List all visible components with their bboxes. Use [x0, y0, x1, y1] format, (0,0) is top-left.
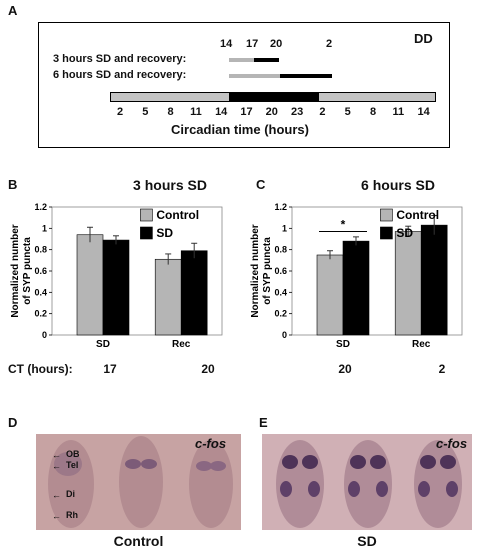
- ob-arrow-icon: ←: [52, 450, 61, 460]
- legend-swatch-control: [140, 208, 153, 222]
- ct-c-rec: 2: [438, 362, 446, 376]
- legend-swatch-sd: [140, 226, 153, 240]
- y-tick-label: 0.6: [34, 266, 47, 276]
- y-tick-label: 0.2: [34, 309, 47, 319]
- row-3h-label: 3 hours SD and recovery:: [53, 53, 187, 65]
- legend-label-sd: SD: [156, 226, 173, 240]
- panel-a-letter: A: [8, 3, 18, 18]
- legend-swatch-control: [380, 208, 393, 222]
- dark-phase-bar: [229, 93, 319, 101]
- bar-sd-rec: [180, 250, 208, 336]
- y-tick-label: 1: [42, 223, 47, 233]
- legend-label-control: Control: [396, 208, 439, 222]
- ct-label: CT (hours):: [8, 362, 73, 376]
- panel-a-box: [38, 22, 450, 148]
- row-6h-label: 6 hours SD and recovery:: [53, 69, 187, 81]
- dd-label: DD: [414, 31, 433, 46]
- panel-e-stain-label: c-fos: [436, 436, 468, 451]
- y-tick-label: 0: [282, 330, 287, 340]
- y-tick-label: 1.2: [274, 202, 287, 212]
- timeline-tick-label: 11: [392, 106, 405, 118]
- panel-b-letter: B: [8, 177, 18, 192]
- rh-arrow-icon: ←: [52, 511, 61, 521]
- panel-c-title: 6 hours SD: [361, 177, 435, 193]
- ct-b-rec: 20: [201, 362, 215, 376]
- panel-e-caption: SD: [357, 533, 377, 549]
- timeline-tick-label: 2: [319, 106, 326, 118]
- bar-control-rec: [154, 258, 182, 336]
- timeline-tick-label: 20: [265, 106, 278, 118]
- significance-marker: *: [341, 218, 346, 232]
- chart-b: 0 0.2 0.4 0.6 0.8 1 1.2 Normalized numberof SYP…: [10, 202, 223, 350]
- annotation-tel: Tel: [66, 460, 79, 470]
- marker-tick-2: 2: [326, 38, 333, 50]
- timeline-xlabel: Circadian time (hours): [171, 122, 309, 137]
- row-3h-sd-bar: [229, 58, 254, 62]
- category-label: SD: [336, 339, 350, 350]
- timeline-tick-label: 8: [369, 106, 377, 118]
- panel-c-letter: C: [256, 177, 266, 192]
- panel-d-letter: D: [8, 415, 18, 430]
- bar-control-sd: [316, 254, 344, 336]
- y-tick-label: 0.4: [34, 287, 47, 297]
- timeline-tick-label: 14: [215, 106, 228, 118]
- annotation-ob: OB: [66, 449, 80, 459]
- sd-brain-image: [262, 434, 472, 530]
- legend-label-control: Control: [156, 208, 199, 222]
- timeline-tick-label: 5: [344, 106, 351, 118]
- circadian-timeline: [110, 92, 436, 102]
- panel-b-title: 3 hours SD: [133, 177, 207, 193]
- row-6h-sd-bar: [229, 74, 280, 78]
- bar-sd-sd: [102, 239, 130, 336]
- category-label: SD: [96, 339, 110, 350]
- category-label: Rec: [172, 339, 191, 350]
- y-tick-label: 0.2: [274, 309, 287, 319]
- legend-swatch-sd: [380, 226, 393, 240]
- y-tick-label: 1.2: [34, 202, 47, 212]
- ct-c-sd: 20: [338, 362, 352, 376]
- timeline-tick-label: 17: [240, 106, 253, 118]
- category-label: Rec: [412, 339, 431, 350]
- ct-b-sd: 17: [103, 362, 117, 376]
- y-axis-label: Normalized numberof SYP puncta: [250, 224, 273, 317]
- marker-tick-17: 17: [246, 38, 259, 50]
- y-tick-label: 0.8: [274, 245, 287, 255]
- bar-sd-sd: [342, 240, 370, 336]
- bar-control-rec: [394, 231, 422, 336]
- timeline-tick-label: 5: [142, 106, 149, 118]
- sd-brain-illustration: [276, 440, 462, 528]
- y-axis-label: Normalized numberof SYP puncta: [10, 224, 33, 317]
- timeline-tick-label: 14: [417, 106, 430, 118]
- timeline-tick-label: 2: [116, 106, 124, 118]
- y-tick-label: 1: [282, 223, 287, 233]
- legend-label-sd: SD: [396, 226, 413, 240]
- chart-c: 0 0.2 0.4 0.6 0.8 1 1.2 Normalized numberof SYP…: [250, 202, 463, 350]
- y-tick-label: 0.8: [34, 245, 47, 255]
- panel-d-caption: Control: [113, 533, 164, 549]
- bar-control-sd: [76, 234, 104, 336]
- control-brain-image: [36, 434, 241, 530]
- annotation-rh: Rh: [66, 510, 78, 520]
- marker-tick-20: 20: [270, 38, 283, 50]
- tel-arrow-icon: ←: [52, 461, 61, 471]
- annotation-di: Di: [66, 489, 75, 499]
- timeline-tick-label: 11: [190, 106, 202, 118]
- timeline-tick-label: 23: [290, 106, 304, 118]
- panel-d-stain-label: c-fos: [195, 436, 227, 451]
- timeline-tick-label: 8: [167, 106, 174, 118]
- row-3h-recovery-bar: [254, 58, 279, 62]
- panel-e-letter: E: [259, 415, 268, 430]
- marker-tick-14: 14: [220, 38, 233, 50]
- y-tick-label: 0.4: [274, 287, 287, 297]
- control-brain-illustration: [48, 436, 233, 528]
- y-tick-label: 0.6: [274, 266, 287, 276]
- bar-sd-rec: [420, 224, 448, 336]
- di-arrow-icon: ←: [52, 490, 61, 500]
- row-6h-recovery-bar: [280, 74, 332, 78]
- y-tick-label: 0: [42, 330, 47, 340]
